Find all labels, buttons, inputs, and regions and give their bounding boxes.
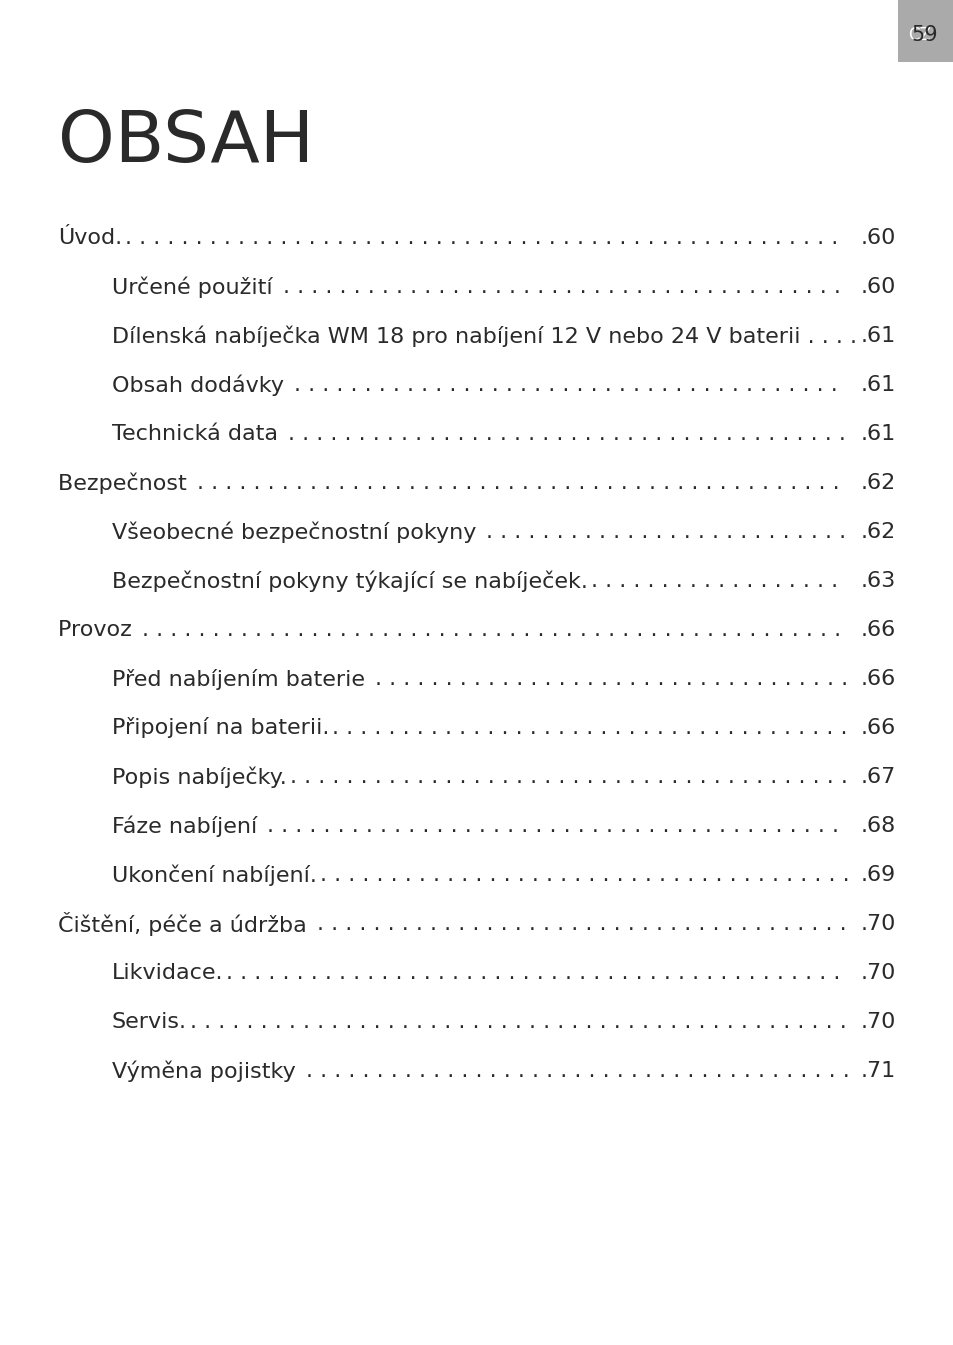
- Text: .68: .68: [860, 816, 895, 837]
- Text: .60: .60: [860, 277, 895, 297]
- Text: .63: .63: [860, 572, 895, 590]
- Text: Provoz: Provoz: [58, 620, 139, 640]
- Text: .62: .62: [860, 522, 895, 542]
- Text: Ukončení nabíjení.: Ukončení nabíjení.: [112, 865, 316, 886]
- Text: Připojení na baterii.: Připojení na baterii.: [112, 717, 329, 738]
- Text: Čištění, péče a údržba: Čištění, péče a údržba: [58, 912, 314, 936]
- Text: . . . . . . . . . . . . . . . . . . . . . . . . . . . . . . . . . . . . . .: . . . . . . . . . . . . . . . . . . . . …: [319, 865, 856, 885]
- Text: CZ: CZ: [907, 26, 930, 44]
- Text: . . . . . . . . . . . . . . . . . . . . . . . . . .: . . . . . . . . . . . . . . . . . . . . …: [486, 522, 853, 542]
- Text: Úvod.: Úvod.: [58, 229, 122, 247]
- Text: . . . . . . . . . . . . . . . . . . . . . . . . . . . . . . . . . . . . . . . . : . . . . . . . . . . . . . . . . . . . . …: [125, 229, 844, 247]
- Text: Bezpečnostní pokyny týkající se nabíječek.: Bezpečnostní pokyny týkající se nabíječe…: [112, 570, 587, 592]
- Bar: [897, 0, 953, 62]
- Text: .60: .60: [860, 229, 895, 247]
- Text: Popis nabíječky.: Popis nabíječky.: [112, 767, 287, 788]
- Text: . . . . . . . . . . . . . . . . . . . . . . . . . . . . . . . . . . . . .: . . . . . . . . . . . . . . . . . . . . …: [332, 718, 854, 738]
- Text: Likvidace.: Likvidace.: [112, 963, 223, 983]
- Text: Servis.: Servis.: [112, 1011, 187, 1032]
- Text: . . . . . . . . . . . . . . . . . . . . . . . . . . . . . . . . . . . . . . .: . . . . . . . . . . . . . . . . . . . . …: [294, 375, 844, 395]
- Text: Obsah dodávky: Obsah dodávky: [112, 374, 291, 395]
- Text: 59: 59: [910, 24, 937, 44]
- Text: Před nabíjením baterie: Před nabíjením baterie: [112, 668, 372, 690]
- Text: Výměna pojistky: Výměna pojistky: [112, 1060, 302, 1081]
- Text: . . . . . . . . . . . . . . . . . . . . . . . . . . . . . . . . . . . . . . . . : . . . . . . . . . . . . . . . . . . . . …: [226, 963, 847, 983]
- Text: . . . . . . . . . . . . . . . . . . . . . . . . . . . . . . . . . . . . . . . . : . . . . . . . . . . . . . . . . . . . . …: [267, 816, 845, 837]
- Text: . . . . . . . . . . . . . . . . . . . . . . . . . . . . . . . . . . . . . . . .: . . . . . . . . . . . . . . . . . . . . …: [290, 767, 854, 787]
- Text: . . . . . . . . . . . . . . . . . . . . . . . . . . . . . . . . . . . . . .: . . . . . . . . . . . . . . . . . . . . …: [316, 915, 853, 933]
- Text: .70: .70: [860, 915, 895, 933]
- Text: .71: .71: [860, 1061, 895, 1081]
- Text: .69: .69: [860, 865, 895, 885]
- Text: .61: .61: [860, 325, 895, 346]
- Text: . . . . . . . . . . . . . . . . . . . . . . . . . . . . . . . . . .: . . . . . . . . . . . . . . . . . . . . …: [375, 668, 855, 689]
- Text: .66: .66: [860, 620, 895, 640]
- Text: . . . . . . . . . . . . . . . . . . . . . . . . . . . . . . . . . . . . . . . . : . . . . . . . . . . . . . . . . . . . . …: [190, 1011, 853, 1032]
- Text: .61: .61: [860, 375, 895, 395]
- Text: Všeobecné bezpečnostní pokyny: Všeobecné bezpečnostní pokyny: [112, 522, 483, 543]
- Text: . . . . . . . . . . . . . . . . . .: . . . . . . . . . . . . . . . . . .: [590, 572, 844, 590]
- Text: . . . . . . . . . . . . . . . . . . . . . . . . . . . . . . . . . . . . . . .: . . . . . . . . . . . . . . . . . . . . …: [306, 1061, 856, 1081]
- Text: .70: .70: [860, 1011, 895, 1032]
- Text: .66: .66: [860, 668, 895, 689]
- Text: Určené použití: Určené použití: [112, 276, 279, 297]
- Text: .67: .67: [860, 767, 895, 787]
- Text: . . . . . . . . . . . . . . . . . . . . . . . . . . . . . . . . . . . . . . . . : . . . . . . . . . . . . . . . . . . . . …: [196, 473, 845, 494]
- Text: Fáze nabíjení: Fáze nabíjení: [112, 815, 264, 837]
- Text: Dílenská nabíječka WM 18 pro nabíjení 12 V nebo 24 V baterii . . . .: Dílenská nabíječka WM 18 pro nabíjení 12…: [112, 325, 856, 347]
- Text: .61: .61: [860, 424, 895, 444]
- Text: OBSAH: OBSAH: [58, 108, 314, 178]
- Text: .62: .62: [860, 473, 895, 494]
- Text: . . . . . . . . . . . . . . . . . . . . . . . . . . . . . . . . . . . . . . . .: . . . . . . . . . . . . . . . . . . . . …: [282, 277, 847, 297]
- Text: .66: .66: [860, 718, 895, 738]
- Text: .70: .70: [860, 963, 895, 983]
- Text: . . . . . . . . . . . . . . . . . . . . . . . . . . . . . . . . . . . . . . . .: . . . . . . . . . . . . . . . . . . . . …: [288, 424, 852, 444]
- Text: Technická data: Technická data: [112, 424, 285, 444]
- Text: . . . . . . . . . . . . . . . . . . . . . . . . . . . . . . . . . . . . . . . . : . . . . . . . . . . . . . . . . . . . . …: [142, 620, 847, 640]
- Text: Bezpečnost: Bezpečnost: [58, 472, 193, 494]
